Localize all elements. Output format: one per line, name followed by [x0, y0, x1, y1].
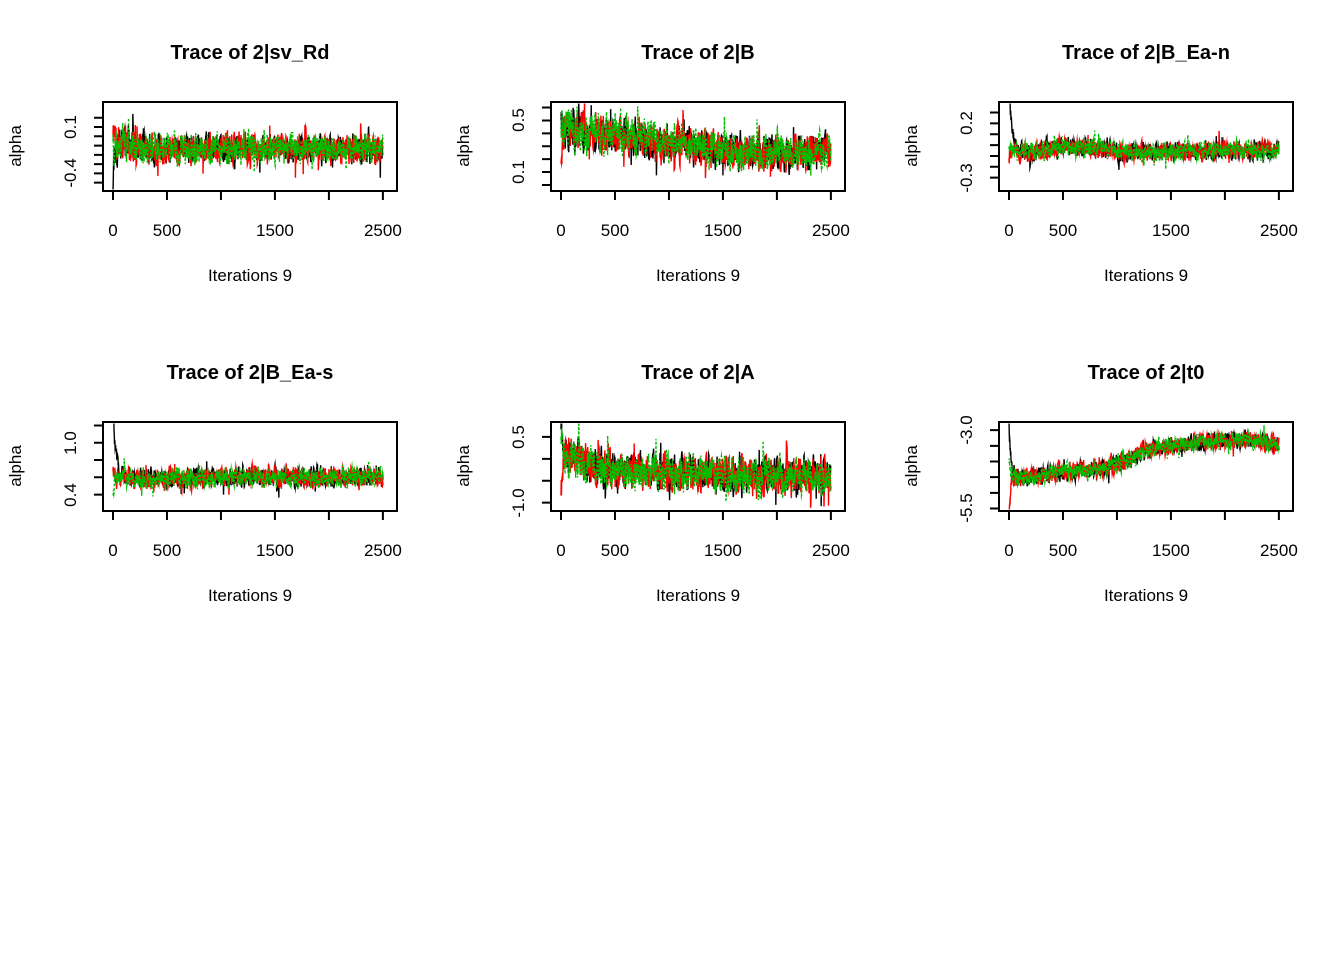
- x-axis-label: Iterations 9: [207, 586, 293, 605]
- x-tick-label: 2500: [1259, 541, 1298, 560]
- trace-plot-B: Trace of 2|B alpha 0.5 0.1 0 500 1500 25…: [448, 40, 896, 340]
- trace-plot-sv_Rd: Trace of 2|sv_Rd alpha 0.1 -0.4 0 500 15…: [0, 40, 448, 340]
- plot-title: Trace of 2|B: [641, 42, 755, 64]
- trace-plot-A: Trace of 2|A alpha 0.5 -1.0 0 500 1500 2…: [448, 360, 896, 660]
- x-tick-label: 2500: [363, 541, 402, 560]
- y-tick-label: -1.0: [509, 488, 528, 518]
- y-axis-label: alpha: [902, 445, 921, 487]
- x-tick-label: 0: [108, 541, 118, 560]
- trace-canvas: [531, 412, 871, 542]
- plot-title: Trace of 2|t0: [1087, 362, 1205, 384]
- x-tick-label: 500: [1048, 541, 1078, 560]
- plot-title: Trace of 2|A: [641, 362, 755, 384]
- x-tick-label: 1500: [256, 541, 294, 560]
- trace-canvas: [83, 92, 423, 222]
- plot-title: Trace of 2|sv_Rd: [170, 42, 330, 64]
- x-tick-label: 500: [600, 221, 630, 240]
- y-tick-label: -5.5: [957, 493, 976, 524]
- x-tick-label: 500: [152, 541, 182, 560]
- trace-plot-t0: Trace of 2|t0 alpha -3.0 -5.5 0 500 1500…: [896, 360, 1344, 660]
- x-tick-label: 0: [1004, 541, 1014, 560]
- y-axis-label: alpha: [454, 125, 473, 167]
- y-tick-label: 0.4: [61, 482, 80, 507]
- x-tick-label: 1500: [1152, 221, 1190, 240]
- x-tick-label: 2500: [811, 221, 850, 240]
- trace-plot-B_Ea-s: Trace of 2|B_Ea-s alpha 1.0 0.4 0 500 15…: [0, 360, 448, 660]
- plot-title: Trace of 2|B_Ea-s: [166, 362, 334, 384]
- x-tick-label: 0: [1004, 221, 1014, 240]
- x-tick-label: 500: [600, 541, 630, 560]
- y-tick-label: 0.5: [509, 108, 528, 133]
- x-tick-label: 1500: [704, 541, 742, 560]
- x-tick-label: 0: [556, 221, 566, 240]
- x-tick-label: 1500: [1152, 541, 1190, 560]
- y-tick-label: -0.3: [957, 162, 976, 193]
- x-tick-label: 2500: [811, 541, 850, 560]
- x-axis-label: Iterations 9: [207, 266, 293, 285]
- trace-canvas: [979, 412, 1319, 542]
- x-axis-label: Iterations 9: [1103, 266, 1189, 285]
- trace-canvas: [979, 92, 1319, 222]
- x-tick-label: 500: [1048, 221, 1078, 240]
- y-tick-label: 0.1: [61, 115, 80, 139]
- plot-title: Trace of 2|B_Ea-n: [1062, 42, 1230, 64]
- x-tick-label: 2500: [1259, 221, 1298, 240]
- x-tick-label: 0: [108, 221, 118, 240]
- y-axis-label: alpha: [902, 125, 921, 167]
- y-tick-label: 1.0: [61, 430, 80, 455]
- y-axis-label: alpha: [6, 445, 25, 487]
- x-axis-label: Iterations 9: [655, 266, 741, 285]
- x-axis-label: Iterations 9: [1103, 586, 1189, 605]
- y-tick-label: 0.1: [509, 160, 528, 184]
- x-tick-label: 1500: [256, 221, 294, 240]
- y-axis-label: alpha: [6, 125, 25, 167]
- y-tick-label: 0.2: [957, 111, 976, 136]
- trace-canvas: [83, 412, 423, 542]
- y-tick-label: 0.5: [509, 425, 528, 449]
- x-tick-label: 1500: [704, 221, 742, 240]
- x-axis-label: Iterations 9: [655, 586, 741, 605]
- trace-canvas: [531, 92, 871, 222]
- x-tick-label: 2500: [363, 221, 402, 240]
- y-axis-label: alpha: [454, 445, 473, 487]
- y-tick-label: -3.0: [957, 415, 976, 445]
- x-tick-label: 0: [556, 541, 566, 560]
- y-tick-label: -0.4: [61, 158, 80, 189]
- trace-plot-B_Ea-n: Trace of 2|B_Ea-n alpha 0.2 -0.3 0 500 1…: [896, 40, 1344, 340]
- x-tick-label: 500: [152, 221, 182, 240]
